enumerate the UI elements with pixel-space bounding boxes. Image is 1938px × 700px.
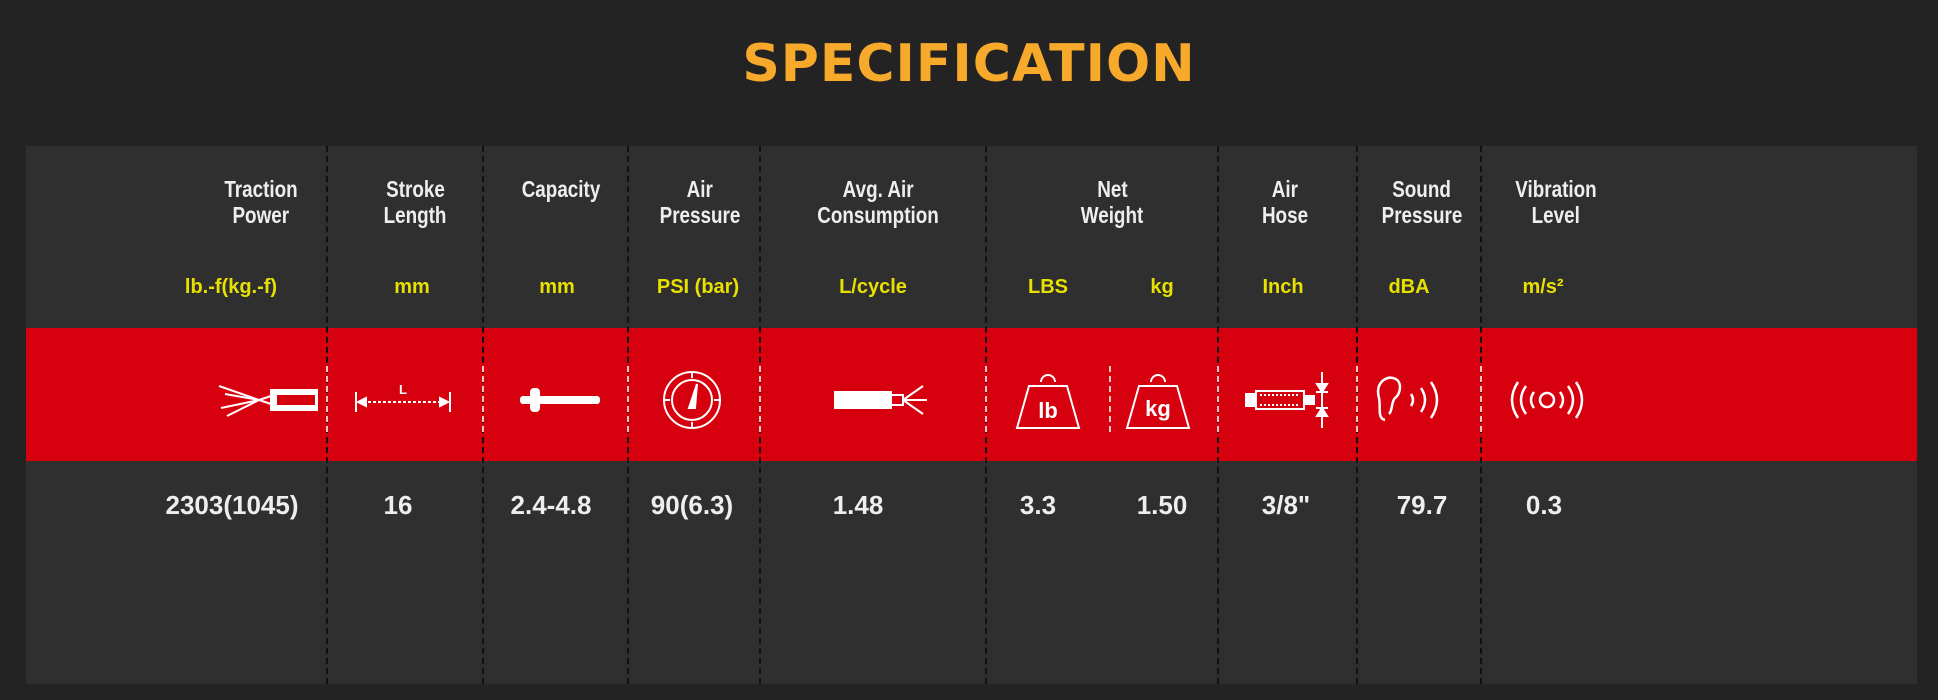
header-line: Net bbox=[1096, 176, 1128, 202]
stroke-label: L bbox=[399, 382, 407, 397]
band-divider bbox=[482, 366, 484, 432]
pressure-gauge-icon bbox=[637, 368, 747, 432]
band-divider bbox=[1480, 366, 1482, 432]
unit-weight-lbs: LBS bbox=[1028, 276, 1068, 298]
band-divider bbox=[627, 366, 629, 432]
header-line: Length bbox=[383, 202, 447, 228]
unit-vibration: m/s² bbox=[1522, 276, 1564, 298]
header-line: Consumption bbox=[817, 202, 939, 228]
weight-lb-icon: lb bbox=[993, 368, 1103, 432]
header-line: Hose bbox=[1261, 202, 1309, 228]
spec-table: Traction Power Stroke Length Capacity Air P… bbox=[26, 146, 1917, 684]
header-line: Air bbox=[686, 176, 714, 202]
header-line: Pressure bbox=[1381, 202, 1463, 228]
value-air-pressure: 90(6.3) bbox=[650, 490, 734, 520]
unit-air-hose: Inch bbox=[1262, 276, 1304, 298]
header-air-hose: Air Hose bbox=[1257, 176, 1313, 228]
header-air-pressure: Air Pressure bbox=[651, 176, 749, 228]
value-air-hose: 3/8" bbox=[1261, 490, 1311, 520]
header-line: Power bbox=[232, 202, 290, 228]
header-line: Pressure bbox=[659, 202, 741, 228]
band-divider bbox=[1356, 366, 1358, 432]
header-capacity: Capacity bbox=[513, 176, 609, 228]
header-line: Vibration bbox=[1515, 176, 1597, 202]
unit-air-consumption: L/cycle bbox=[839, 276, 907, 298]
vibration-icon bbox=[1492, 368, 1602, 432]
header-traction-power: Traction Power bbox=[216, 176, 305, 228]
rivet-icon bbox=[500, 368, 610, 432]
header-net-weight: Net Weight bbox=[1074, 176, 1150, 228]
lb-label: lb bbox=[1038, 398, 1058, 423]
unit-sound: dBA bbox=[1388, 276, 1430, 298]
header-avg-air-consumption: Avg. Air Consumption bbox=[804, 176, 952, 228]
header-line: Sound bbox=[1392, 176, 1452, 202]
unit-traction: lb.-f(kg.-f) bbox=[184, 276, 278, 298]
icon-band bbox=[26, 328, 1917, 461]
unit-weight-kg: kg bbox=[1150, 276, 1174, 298]
band-divider bbox=[1217, 366, 1219, 432]
unit-capacity: mm bbox=[539, 276, 575, 298]
value-vibration-level: 0.3 bbox=[1525, 490, 1563, 520]
header-line: Capacity bbox=[521, 176, 601, 202]
value-air-consumption: 1.48 bbox=[832, 490, 884, 520]
header-line: Traction bbox=[224, 176, 298, 202]
header-line: Avg. Air bbox=[842, 176, 914, 202]
header-line: Air bbox=[1271, 176, 1299, 202]
unit-stroke: mm bbox=[394, 276, 430, 298]
header-sound-pressure: Sound Pressure bbox=[1373, 176, 1471, 228]
value-sound-pressure: 79.7 bbox=[1396, 490, 1448, 520]
unit-air-pressure: PSI (bar) bbox=[656, 276, 740, 298]
band-divider bbox=[759, 366, 761, 432]
stroke-length-icon: L bbox=[348, 368, 458, 432]
air-consumption-icon bbox=[823, 368, 933, 432]
kg-label: kg bbox=[1145, 396, 1171, 421]
header-vibration-level: Vibration Level bbox=[1506, 176, 1605, 228]
value-traction-power: 2303(1045) bbox=[165, 490, 299, 520]
band-divider bbox=[985, 366, 987, 432]
page-title: SPECIFICATION bbox=[742, 34, 1196, 94]
air-hose-icon bbox=[1232, 368, 1342, 432]
header-line: Level bbox=[1531, 202, 1581, 228]
weight-kg-icon: kg bbox=[1103, 368, 1213, 432]
value-stroke-length: 16 bbox=[383, 490, 413, 520]
header-line: Weight bbox=[1080, 202, 1144, 228]
value-weight-kg: 1.50 bbox=[1136, 490, 1188, 520]
ear-sound-icon bbox=[1355, 368, 1465, 432]
rivet-gun-icon bbox=[211, 368, 321, 432]
value-capacity: 2.4-4.8 bbox=[510, 490, 592, 520]
value-weight-lbs: 3.3 bbox=[1019, 490, 1057, 520]
header-line: Stroke bbox=[385, 176, 445, 202]
band-divider bbox=[326, 366, 328, 432]
band-divider bbox=[1109, 366, 1111, 432]
header-stroke-length: Stroke Length bbox=[377, 176, 454, 228]
